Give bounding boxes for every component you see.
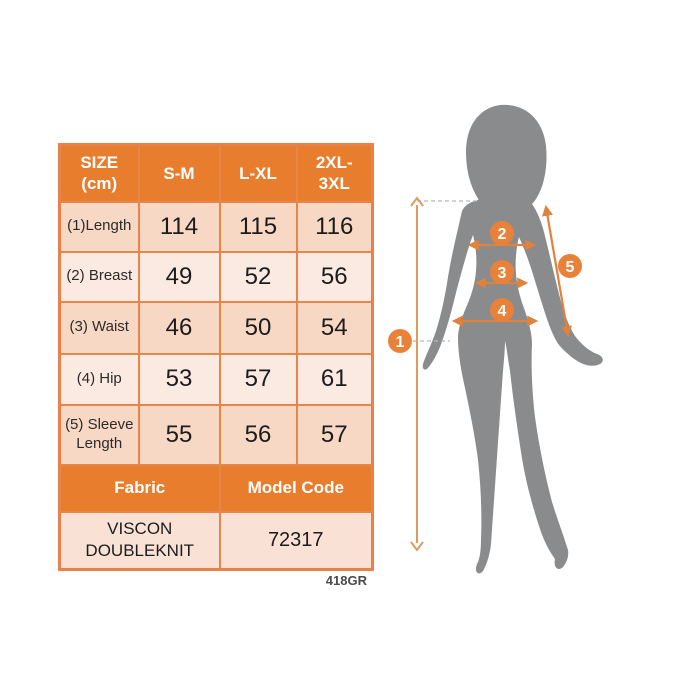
row-label-sleeve-length: (5) Sleeve Length [58, 403, 140, 466]
length-s-m: 114 [137, 200, 221, 253]
size-chart-table: SIZE (cm) S-M L-XL 2XL-3XL (1)Length 114… [58, 143, 374, 571]
table-header-row: SIZE (cm) S-M L-XL 2XL-3XL [58, 143, 374, 203]
col-header-s-m: S-M [137, 143, 221, 203]
marker-number-5: 5 [566, 259, 575, 276]
marker-circle-1 [388, 329, 412, 353]
model-code-value: 72317 [218, 510, 374, 571]
hip-l-xl: 57 [218, 352, 298, 406]
product-code-note: 418GR [325, 573, 367, 588]
body-measurement-diagram: 1 2 3 4 5 [388, 104, 603, 574]
col-header-size-cm: SIZE (cm) [58, 143, 140, 203]
body-silhouette [422, 181, 603, 574]
table-row-sleeve-length: (5) Sleeve Length 55 56 57 [58, 403, 374, 466]
breast-2xl-3xl: 56 [295, 250, 374, 303]
fabric-value: VISCON DOUBLEKNIT [58, 510, 221, 571]
hip-s-m: 53 [137, 352, 221, 406]
sleeve-arrow [542, 204, 572, 338]
waist-s-m: 46 [137, 300, 221, 355]
table-row-length: (1)Length 114 115 116 [58, 200, 374, 253]
sleeve-l-xl: 56 [218, 403, 298, 466]
marker-circle-4 [490, 298, 514, 322]
length-2xl-3xl: 116 [295, 200, 374, 253]
length-l-xl: 115 [218, 200, 298, 253]
col-header-2xl-3xl: 2XL-3XL [295, 143, 374, 203]
row-label-breast: (2) Breast [58, 250, 140, 303]
marker-circle-2 [490, 221, 514, 245]
marker-number-2: 2 [498, 226, 507, 243]
breast-s-m: 49 [137, 250, 221, 303]
row-label-waist: (3) Waist [58, 300, 140, 355]
col-header-l-xl: L-XL [218, 143, 298, 203]
row-label-length: (1)Length [58, 200, 140, 253]
fabric-header: Fabric [58, 463, 221, 513]
head-silhouette [466, 104, 547, 212]
model-code-header: Model Code [218, 463, 374, 513]
table-footer-header-row: Fabric Model Code [58, 463, 374, 513]
marker-circle-5 [558, 254, 582, 278]
marker-circle-3 [490, 260, 514, 284]
row-label-hip: (4) Hip [58, 352, 140, 406]
hip-2xl-3xl: 61 [295, 352, 374, 406]
table-row-breast: (2) Breast 49 52 56 [58, 250, 374, 303]
marker-number-1: 1 [396, 334, 405, 351]
breast-l-xl: 52 [218, 250, 298, 303]
marker-number-4: 4 [498, 303, 507, 320]
waist-2xl-3xl: 54 [295, 300, 374, 355]
height-line-bottom-arrow-icon [410, 541, 424, 552]
height-line-top-arrow-icon [410, 196, 424, 207]
sleeve-s-m: 55 [137, 403, 221, 466]
table-row-waist: (3) Waist 46 50 54 [58, 300, 374, 355]
sleeve-2xl-3xl: 57 [295, 403, 374, 466]
waist-l-xl: 50 [218, 300, 298, 355]
marker-number-3: 3 [498, 265, 507, 282]
table-row-hip: (4) Hip 53 57 61 [58, 352, 374, 406]
table-footer-value-row: VISCON DOUBLEKNIT 72317 [58, 510, 374, 571]
